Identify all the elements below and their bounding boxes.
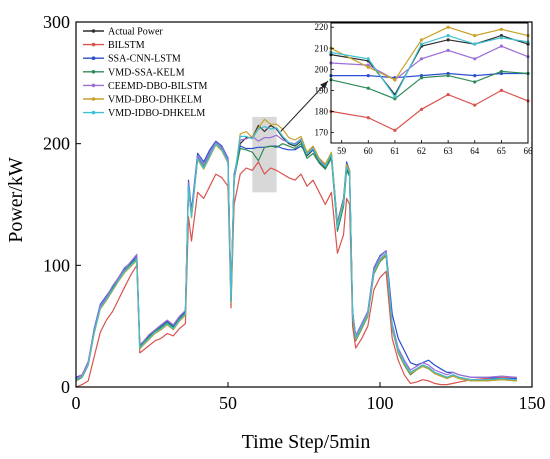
legend-label-ceemd-dbo-bilstm: CEEMD-DBO-BILSTM bbox=[108, 81, 208, 92]
inset-point-bilstm bbox=[393, 128, 397, 132]
x-tick-label: 150 bbox=[519, 393, 546, 413]
y-tick-label: 200 bbox=[43, 134, 70, 154]
inset-point-vmd-ssa-kelm bbox=[366, 86, 370, 90]
inset-point-bilstm bbox=[419, 107, 424, 111]
inset-y-tick-label: 200 bbox=[315, 64, 329, 74]
y-tick-label: 0 bbox=[61, 377, 70, 397]
y-axis-title: Power/kW bbox=[5, 157, 27, 243]
legend-label-vmd-ssa-kelm: VMD-SSA-KELM bbox=[108, 67, 185, 78]
inset-x-tick-label: 60 bbox=[364, 146, 374, 156]
legend-label-vmd-idbo-dhkelm: VMD-IDBO-DHKELM bbox=[108, 108, 205, 119]
legend-label-ssa-cnn-lstm: SSA-CNN-LSTM bbox=[108, 54, 181, 65]
inset-point-vmd-dbo-dhkelm bbox=[393, 78, 397, 82]
inset-frame bbox=[330, 22, 529, 144]
inset-point-vmd-idbo-dhkelm bbox=[473, 42, 477, 46]
series-line-ceemd-dbo-bilstm bbox=[75, 134, 517, 380]
inset-point-vmd-ssa-kelm bbox=[419, 76, 424, 80]
inset-y-tick-label: 190 bbox=[315, 85, 329, 95]
legend-marker-ceemd-dbo-bilstm bbox=[91, 83, 96, 88]
inset-series-line-ssa-cnn-lstm bbox=[331, 72, 528, 79]
inset-point-vmd-dbo-dhkelm bbox=[446, 25, 450, 29]
zoom-arrow-head bbox=[320, 81, 328, 90]
inset-point-vmd-idbo-dhkelm bbox=[393, 95, 397, 99]
inset-plot: 59 60 61 62 63 64 65 66 170 180 190 200 210 220 bbox=[280, 22, 534, 156]
inset-point-vmd-idbo-dhkelm bbox=[499, 36, 503, 40]
inset-y-tick-label: 180 bbox=[315, 106, 329, 116]
plot-frame bbox=[75, 21, 533, 388]
y-tick-label: 300 bbox=[43, 12, 70, 32]
legend-marker-vmd-ssa-kelm bbox=[91, 70, 96, 74]
inset-point-vmd-idbo-dhkelm bbox=[419, 42, 424, 46]
inset-point-ceemd-dbo-bilstm bbox=[473, 57, 477, 61]
inset-point-vmd-dbo-dhkelm bbox=[473, 34, 477, 38]
y-tick-label: 100 bbox=[43, 255, 70, 275]
inset-point-vmd-ssa-kelm bbox=[446, 74, 450, 78]
inset-x-tick-label: 65 bbox=[497, 146, 507, 156]
inset-point-actual-power bbox=[446, 38, 450, 42]
legend-marker-vmd-dbo-dhkelm bbox=[91, 97, 96, 101]
inset-point-bilstm bbox=[473, 103, 477, 107]
inset-point-ceemd-dbo-bilstm bbox=[419, 57, 424, 61]
inset-x-tick-label: 61 bbox=[390, 146, 399, 156]
inset-point-bilstm bbox=[446, 92, 450, 97]
inset-x-tick-label: 66 bbox=[524, 146, 534, 156]
inset-series-line-ceemd-dbo-bilstm bbox=[330, 45, 529, 81]
x-tick-label: 0 bbox=[72, 393, 81, 413]
inset-point-vmd-dbo-dhkelm bbox=[419, 38, 424, 42]
inset-point-ceemd-dbo-bilstm bbox=[446, 48, 450, 52]
inset-point-vmd-ssa-kelm bbox=[499, 69, 503, 74]
legend-marker-bilstm bbox=[91, 42, 96, 47]
inset-background bbox=[331, 23, 528, 143]
inset-series-line-vmd-idbo-dhkelm bbox=[330, 34, 529, 98]
x-tick-label: 100 bbox=[367, 393, 394, 413]
inset-x-tick-label: 64 bbox=[470, 146, 480, 156]
series-line-bilstm bbox=[75, 161, 517, 388]
legend-marker-ssa-cnn-lstm bbox=[91, 56, 96, 60]
legend-label-actual-power: Actual Power bbox=[108, 27, 163, 38]
legend-label-bilstm: BILSTM bbox=[108, 40, 145, 51]
inset-x-tick-label: 59 bbox=[337, 146, 347, 156]
inset-y-tick-label: 170 bbox=[315, 127, 329, 137]
inset-point-ssa-cnn-lstm bbox=[473, 74, 477, 78]
inset-point-vmd-idbo-dhkelm bbox=[446, 34, 450, 38]
inset-series-line-vmd-ssa-kelm bbox=[330, 70, 529, 100]
inset-point-vmd-idbo-dhkelm bbox=[366, 57, 370, 61]
inset-series-line-bilstm bbox=[330, 89, 529, 132]
inset-y-tick-label: 220 bbox=[315, 22, 329, 32]
inset-x-tick-label: 63 bbox=[444, 146, 454, 156]
zoom-arrow-line bbox=[280, 80, 329, 132]
x-axis-title: Time Step/5min bbox=[242, 431, 371, 453]
inset-point-vmd-dbo-dhkelm bbox=[499, 27, 503, 31]
main-plot: 0 50 100 150 0 100 200 300 bbox=[43, 12, 546, 413]
inset-point-vmd-ssa-kelm bbox=[473, 80, 477, 84]
inset-y-tick-label: 210 bbox=[315, 43, 329, 53]
legend: Actual Power BILSTM SSA-CNN-LSTM VMD-SSA-KE… bbox=[83, 27, 208, 119]
inset-point-bilstm bbox=[499, 88, 503, 92]
inset-point-ceemd-dbo-bilstm bbox=[499, 44, 503, 48]
inset-point-ssa-cnn-lstm bbox=[366, 74, 370, 78]
inset-series-line-vmd-dbo-dhkelm bbox=[330, 26, 529, 81]
inset-point-vmd-dbo-dhkelm bbox=[366, 65, 370, 69]
series-line-vmd-dbo-dhkelm bbox=[75, 118, 517, 382]
legend-marker-actual-power bbox=[91, 29, 96, 33]
x-tick-label: 50 bbox=[219, 393, 237, 413]
inset-point-bilstm bbox=[366, 116, 370, 120]
legend-marker-vmd-idbo-dhkelm bbox=[91, 110, 96, 115]
inset-x-tick-label: 62 bbox=[417, 146, 426, 156]
series-line-vmd-idbo-dhkelm bbox=[75, 125, 517, 381]
legend-label-vmd-dbo-dhkelm: VMD-DBO-DHKELM bbox=[108, 95, 202, 106]
inset-series-line-actual-power bbox=[330, 34, 529, 96]
